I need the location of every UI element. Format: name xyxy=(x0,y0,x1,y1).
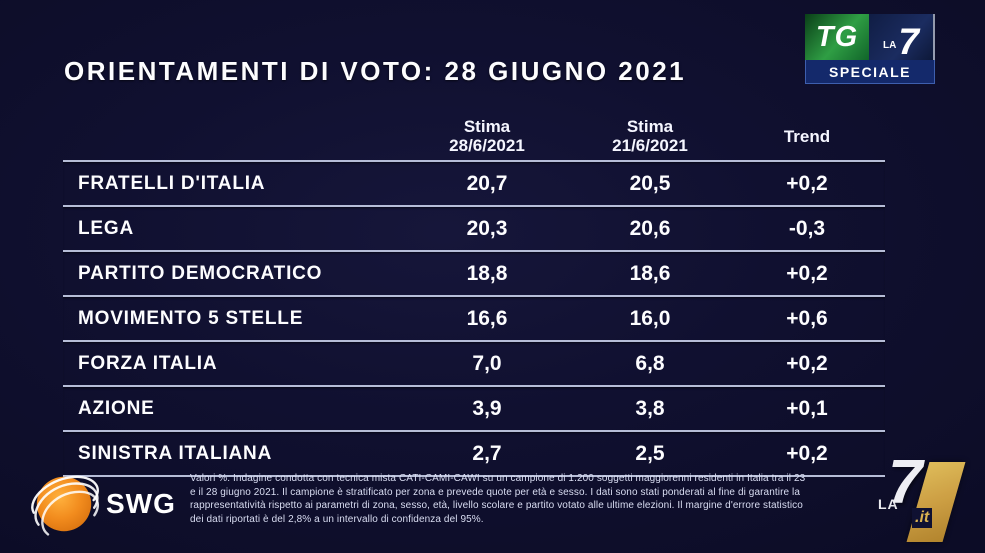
table-row: AZIONE 3,9 3,8 +0,1 xyxy=(63,385,885,430)
la7-logo-box: LA 7 xyxy=(869,14,935,60)
la7-logo-la: LA xyxy=(883,40,897,51)
stima-previous-value: 2,5 xyxy=(635,441,665,465)
stima-previous-value: 3,8 xyxy=(635,396,665,420)
la7-watermark-la: LA xyxy=(878,496,899,512)
stima-previous-value: 20,6 xyxy=(629,216,671,240)
stima-previous-value: 18,6 xyxy=(629,261,671,285)
table-row: FORZA ITALIA 7,0 6,8 +0,2 xyxy=(63,340,885,385)
note-line: rappresentatività rispetto ai parametri … xyxy=(190,500,803,511)
swg-logo: SWG xyxy=(24,461,189,547)
party-name: MOVIMENTO 5 STELLE xyxy=(78,307,304,329)
header-stima-current: Stima 28/6/2021 xyxy=(449,117,525,155)
stima-previous-value: 16,0 xyxy=(629,306,671,330)
stima-current-value: 20,3 xyxy=(466,216,508,240)
note-line: Valori %. Indagine condotta con tecnica … xyxy=(190,473,806,484)
speciale-banner: SPECIALE xyxy=(805,60,935,84)
header-stima-previous: Stima 21/6/2021 xyxy=(612,117,688,155)
tg-la7-speciale-logo: TG LA 7 SPECIALE xyxy=(805,14,935,84)
tg-logo-box: TG xyxy=(805,14,869,60)
swg-globe-icon xyxy=(31,475,100,536)
note-line: dei dati riportati è del 2,8% a un inter… xyxy=(190,513,484,525)
methodology-note: Valori %. Indagine condotta con tecnica … xyxy=(190,472,935,526)
stima-current-value: 2,7 xyxy=(472,441,502,465)
party-name: LEGA xyxy=(78,217,134,239)
party-name: AZIONE xyxy=(78,397,155,419)
stima-current-value: 18,8 xyxy=(466,261,508,285)
trend-value: +0,2 xyxy=(786,351,828,375)
stima-current-value: 3,9 xyxy=(472,396,502,420)
note-line: e il 28 giugno 2021. Il campione è strat… xyxy=(190,486,801,498)
table-row: SINISTRA ITALIANA 2,7 2,5 +0,2 xyxy=(63,430,885,477)
la7-logo-seven: 7 xyxy=(898,20,919,62)
table-row: MOVIMENTO 5 STELLE 16,6 16,0 +0,6 xyxy=(63,295,885,340)
stima-previous-value: 6,8 xyxy=(635,351,665,375)
table-row: PARTITO DEMOCRATICO 18,8 18,6 +0,2 xyxy=(63,250,885,295)
trend-value: +0,2 xyxy=(786,171,828,195)
swg-logo-text: SWG xyxy=(106,488,176,519)
party-name: PARTITO DEMOCRATICO xyxy=(78,262,323,284)
tg-la7-logo-row: TG LA 7 xyxy=(805,14,935,60)
trend-value: +0,6 xyxy=(786,306,828,330)
stima-previous-value: 20,5 xyxy=(629,171,671,195)
header-trend: Trend xyxy=(783,126,831,146)
la7-watermark-seven: 7 xyxy=(888,448,923,517)
poll-table: Stima 28/6/2021 Stima 21/6/2021 Trend FR… xyxy=(63,112,885,477)
trend-value: +0,1 xyxy=(786,396,828,420)
party-name: SINISTRA ITALIANA xyxy=(78,442,273,464)
party-name: FRATELLI D'ITALIA xyxy=(78,172,266,194)
la7-watermark-it: .it xyxy=(912,508,933,528)
trend-value: +0,2 xyxy=(786,441,828,465)
table-header-row: Stima 28/6/2021 Stima 21/6/2021 Trend xyxy=(63,112,885,160)
tg-logo-text: TG xyxy=(815,20,859,53)
stima-current-value: 16,6 xyxy=(466,306,508,330)
la7-it-watermark: LA 7 .it xyxy=(872,452,972,548)
trend-value: +0,2 xyxy=(786,261,828,285)
trend-value: -0,3 xyxy=(788,216,826,240)
stima-current-value: 7,0 xyxy=(472,351,502,375)
party-name: FORZA ITALIA xyxy=(78,352,218,374)
page-title: ORIENTAMENTI DI VOTO: 28 GIUGNO 2021 xyxy=(64,56,687,86)
stima-current-value: 20,7 xyxy=(466,171,508,195)
table-row: FRATELLI D'ITALIA 20,7 20,5 +0,2 xyxy=(63,160,885,205)
table-row: LEGA 20,3 20,6 -0,3 xyxy=(63,205,885,250)
